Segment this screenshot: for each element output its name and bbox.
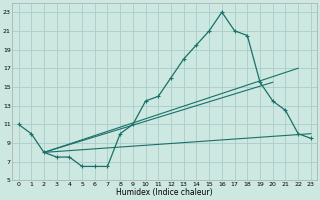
X-axis label: Humidex (Indice chaleur): Humidex (Indice chaleur) (116, 188, 213, 197)
